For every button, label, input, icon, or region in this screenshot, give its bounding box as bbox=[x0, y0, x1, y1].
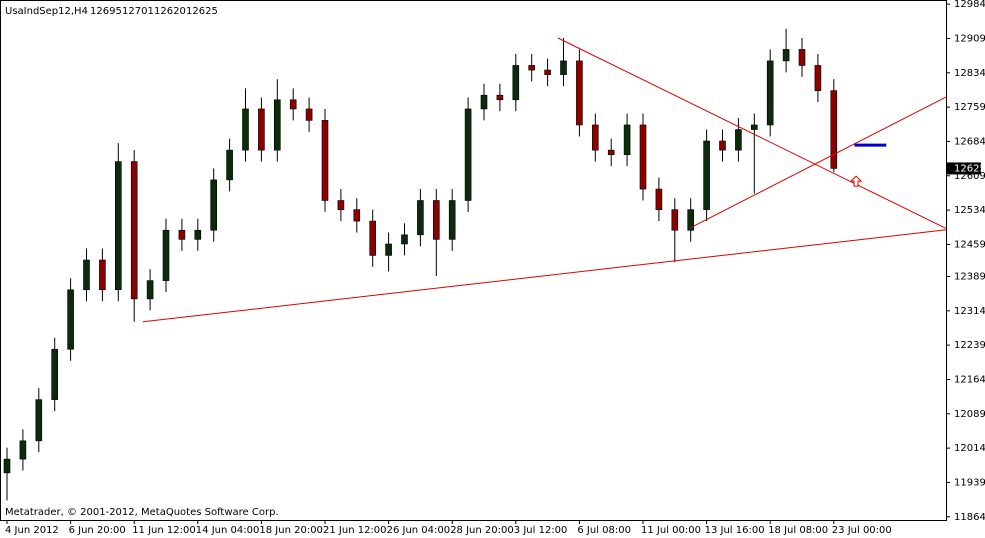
last-price-label: 12625 bbox=[954, 163, 985, 174]
last-price-box bbox=[947, 162, 981, 175]
plot-frame bbox=[0, 0, 947, 521]
header-value: 12695 bbox=[90, 6, 122, 17]
candle-body bbox=[766, 60, 774, 126]
x-tick-label: 4 Jun 2012 bbox=[5, 525, 59, 536]
candle-body bbox=[273, 99, 281, 151]
candle-body bbox=[432, 200, 440, 240]
candle-body bbox=[623, 124, 631, 156]
candle-body bbox=[576, 60, 583, 126]
y-tick-label: 12014 bbox=[954, 443, 985, 454]
candle-body bbox=[401, 234, 408, 245]
candle-body bbox=[35, 399, 43, 442]
candle-body bbox=[687, 209, 695, 231]
candle-body bbox=[178, 229, 186, 240]
candle-body bbox=[210, 179, 217, 231]
candle-body bbox=[798, 49, 806, 66]
candle-body bbox=[830, 90, 838, 169]
candle-body bbox=[417, 200, 424, 236]
candle-body bbox=[719, 140, 726, 151]
candle-body bbox=[448, 200, 456, 240]
candle-body bbox=[130, 161, 138, 300]
candle-body bbox=[99, 259, 106, 291]
candle-body bbox=[337, 200, 345, 210]
candle-body bbox=[528, 65, 536, 71]
candle-body bbox=[750, 124, 758, 130]
x-tick-label: 3 Jul 12:00 bbox=[514, 525, 568, 536]
x-tick-label: 13 Jul 16:00 bbox=[705, 525, 765, 536]
y-tick-label: 12984 bbox=[954, 0, 985, 10]
candle-body bbox=[814, 65, 822, 91]
candle-body bbox=[735, 129, 742, 151]
candle-body bbox=[51, 348, 59, 400]
x-tick-label: 23 Jul 00:00 bbox=[832, 525, 892, 536]
candle-body bbox=[464, 108, 472, 201]
y-tick-label: 12389 bbox=[954, 271, 985, 282]
candle-body bbox=[496, 94, 504, 101]
x-tick-label: 18 Jun 20:00 bbox=[259, 525, 323, 536]
up-arrow bbox=[849, 175, 863, 187]
candle-body bbox=[639, 124, 647, 190]
candle-body bbox=[258, 108, 265, 151]
candle-body bbox=[321, 120, 329, 201]
y-tick-label: 12834 bbox=[954, 68, 985, 79]
candle-body bbox=[480, 94, 488, 110]
candle-body bbox=[305, 108, 313, 121]
x-tick-label: 14 Jun 04:00 bbox=[196, 525, 260, 536]
y-tick-label: 12314 bbox=[954, 306, 985, 317]
x-tick-label: 28 Jun 20:00 bbox=[450, 525, 514, 536]
candle-body bbox=[591, 124, 599, 151]
header-value: 12625 bbox=[186, 6, 218, 17]
chart-title: UsaIndSep12,H4 bbox=[5, 6, 88, 17]
y-tick-label: 12684 bbox=[954, 136, 985, 147]
y-tick-label: 12759 bbox=[954, 102, 985, 113]
candle-body bbox=[782, 49, 790, 62]
candle-body bbox=[671, 209, 679, 231]
candle-body bbox=[194, 229, 202, 240]
candle-body bbox=[703, 140, 710, 210]
candle-body bbox=[146, 280, 154, 300]
y-tick-label: 11939 bbox=[954, 477, 985, 488]
trendline bbox=[689, 96, 947, 229]
candle-body bbox=[226, 149, 233, 181]
header-value: 12620 bbox=[154, 6, 186, 17]
x-tick-label: 21 Jun 12:00 bbox=[323, 525, 387, 536]
candle-body bbox=[655, 188, 663, 210]
x-tick-label: 11 Jul 00:00 bbox=[641, 525, 701, 536]
header-value: 12701 bbox=[122, 6, 154, 17]
x-tick-label: 6 Jul 08:00 bbox=[577, 525, 631, 536]
candle-body bbox=[385, 243, 392, 256]
candle-body bbox=[3, 458, 11, 474]
candle-body bbox=[560, 60, 567, 75]
candle-body bbox=[369, 220, 377, 256]
x-tick-label: 18 Jul 08:00 bbox=[768, 525, 828, 536]
y-tick-label: 12459 bbox=[954, 239, 985, 250]
trendline bbox=[557, 37, 947, 229]
x-tick-label: 26 Jun 04:00 bbox=[387, 525, 451, 536]
candle-body bbox=[115, 161, 122, 291]
candle-body bbox=[67, 289, 74, 350]
candle-body bbox=[83, 259, 90, 291]
y-tick-label: 11864 bbox=[954, 512, 985, 523]
candle-body bbox=[162, 229, 170, 281]
candle-body bbox=[19, 440, 27, 460]
y-tick-label: 12089 bbox=[954, 409, 985, 420]
trendline bbox=[142, 229, 947, 323]
candle-body bbox=[289, 99, 297, 110]
x-tick-label: 6 Jun 20:00 bbox=[69, 525, 126, 536]
y-tick-label: 12609 bbox=[954, 171, 985, 182]
candle-body bbox=[607, 149, 615, 156]
y-tick-label: 12534 bbox=[954, 205, 985, 216]
x-tick-label: 11 Jun 12:00 bbox=[132, 525, 196, 536]
candle-body bbox=[512, 65, 520, 101]
y-tick-label: 12239 bbox=[954, 340, 985, 351]
candle-body bbox=[242, 108, 249, 151]
header: UsaIndSep12,H4 bbox=[5, 6, 88, 17]
candle-body bbox=[353, 209, 361, 222]
candle-body bbox=[544, 69, 551, 75]
footer: Metatrader, © 2001-2012, MetaQuotes Soft… bbox=[5, 507, 279, 518]
y-tick-label: 12909 bbox=[954, 33, 985, 44]
y-tick-label: 12164 bbox=[954, 374, 985, 385]
